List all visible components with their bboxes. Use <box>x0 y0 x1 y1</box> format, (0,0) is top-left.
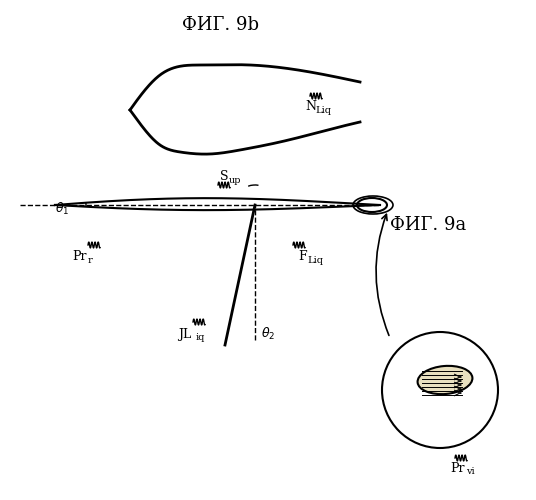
Ellipse shape <box>418 366 472 394</box>
Text: F: F <box>298 250 307 263</box>
Text: ФИГ. 9a: ФИГ. 9a <box>390 216 466 234</box>
Text: Pr: Pr <box>72 250 86 263</box>
Text: $\theta_1$: $\theta_1$ <box>55 201 69 217</box>
Text: S: S <box>220 170 228 183</box>
Text: Liq: Liq <box>315 106 331 115</box>
Text: ФИГ. 9b: ФИГ. 9b <box>182 16 258 34</box>
Text: vi: vi <box>466 467 474 476</box>
Text: JL: JL <box>178 328 191 341</box>
Text: r: r <box>88 256 93 265</box>
Text: iq: iq <box>196 333 205 342</box>
Text: N: N <box>305 100 316 113</box>
Text: Liq: Liq <box>307 256 323 265</box>
Text: $\theta_2$: $\theta_2$ <box>261 326 276 342</box>
Text: Pr: Pr <box>450 462 465 475</box>
Text: up: up <box>229 176 242 185</box>
